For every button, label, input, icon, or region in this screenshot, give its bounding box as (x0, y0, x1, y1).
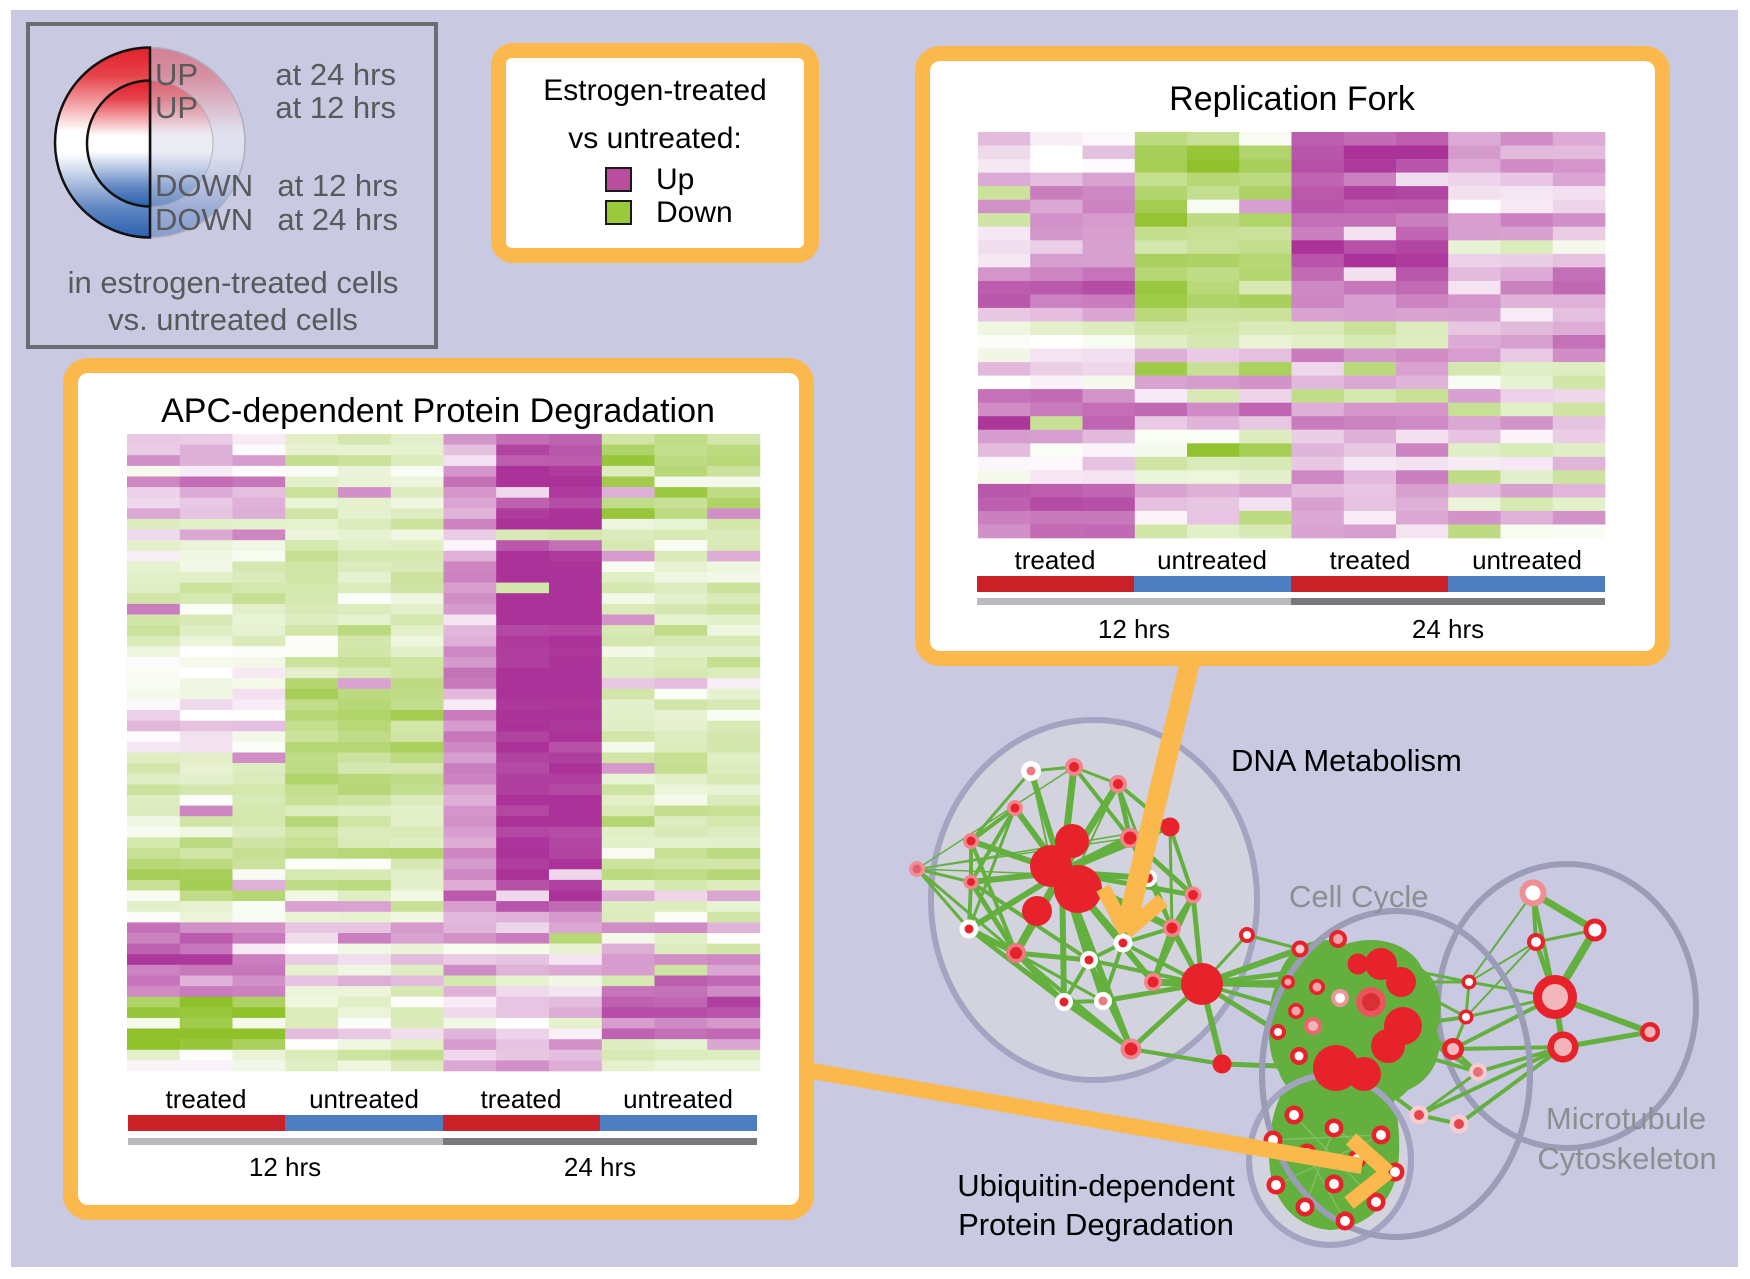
svg-text:Replication Fork: Replication Fork (1169, 80, 1416, 118)
svg-text:UP: UP (155, 57, 198, 92)
svg-text:in estrogen-treated cells: in estrogen-treated cells (68, 265, 399, 300)
svg-text:Cytoskeleton: Cytoskeleton (1537, 1141, 1716, 1176)
svg-text:DOWN: DOWN (155, 168, 253, 203)
svg-text:treated: treated (1015, 545, 1096, 575)
svg-text:DOWN: DOWN (155, 202, 253, 237)
svg-text:untreated: untreated (309, 1084, 419, 1114)
svg-text:vs untreated:: vs untreated: (568, 122, 741, 155)
svg-text:at 24 hrs: at 24 hrs (277, 202, 398, 237)
svg-text:Ubiquitin-dependent: Ubiquitin-dependent (957, 1168, 1235, 1203)
svg-text:Microtubule: Microtubule (1546, 1101, 1706, 1136)
svg-text:Estrogen-treated: Estrogen-treated (543, 74, 766, 107)
svg-text:at 24 hrs: at 24 hrs (275, 57, 396, 92)
svg-text:treated: treated (481, 1084, 562, 1114)
svg-text:vs. untreated cells: vs. untreated cells (108, 302, 358, 337)
svg-text:DNA Metabolism: DNA Metabolism (1231, 743, 1462, 778)
svg-text:Protein Degradation: Protein Degradation (958, 1207, 1234, 1242)
svg-text:APC-dependent Protein Degradat: APC-dependent Protein Degradation (161, 392, 715, 430)
svg-text:untreated: untreated (1472, 545, 1582, 575)
svg-text:Up: Up (656, 163, 694, 196)
svg-text:Down: Down (656, 196, 733, 229)
svg-text:untreated: untreated (623, 1084, 733, 1114)
svg-text:treated: treated (1330, 545, 1411, 575)
svg-text:Cell Cycle: Cell Cycle (1289, 879, 1429, 914)
svg-text:at 12 hrs: at 12 hrs (277, 168, 398, 203)
svg-text:12 hrs: 12 hrs (249, 1152, 321, 1182)
svg-text:untreated: untreated (1157, 545, 1267, 575)
svg-text:treated: treated (166, 1084, 247, 1114)
svg-text:12 hrs: 12 hrs (1098, 614, 1170, 644)
svg-text:24 hrs: 24 hrs (564, 1152, 636, 1182)
svg-text:at 12 hrs: at 12 hrs (275, 90, 396, 125)
svg-text:24 hrs: 24 hrs (1412, 614, 1484, 644)
svg-text:UP: UP (155, 90, 198, 125)
